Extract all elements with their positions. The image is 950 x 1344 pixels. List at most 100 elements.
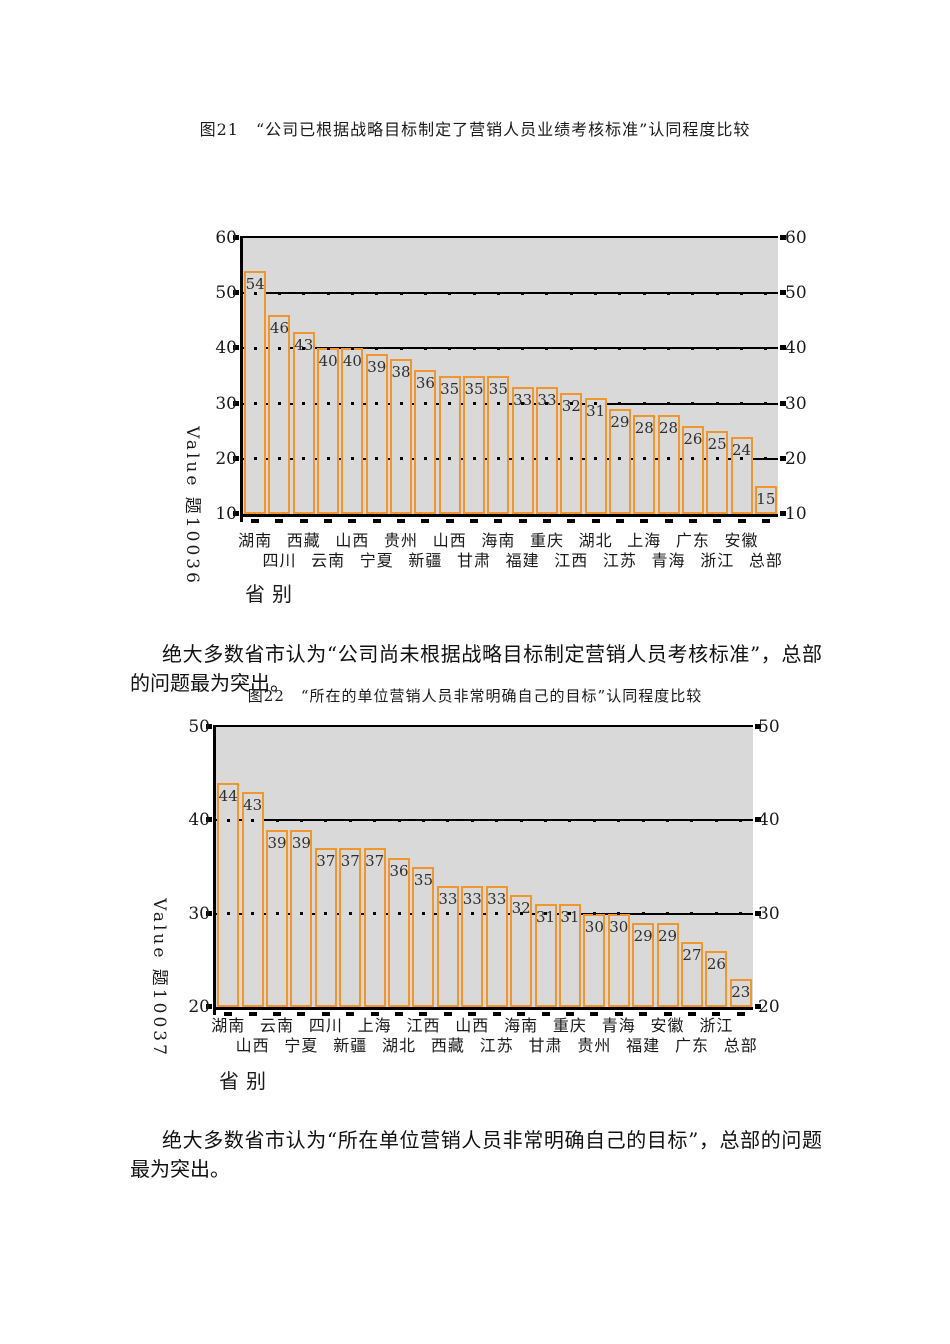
minor-tick-dot [470,912,474,916]
x-tick-mark [494,519,503,523]
minor-tick-dot [690,818,694,822]
x-axis-line [240,514,778,517]
minor-tick-dot [617,818,621,822]
minor-tick-dot [618,402,622,406]
x-tick-mark [639,1012,648,1016]
category-label: 福建 [505,551,540,570]
minor-tick-dot [667,402,671,406]
bar-value-label: 15 [756,490,776,509]
x-tick-mark [443,1012,452,1016]
category-label: 海南 [481,531,516,550]
x-tick-mark [736,1012,745,1016]
bar-value-label: 33 [487,889,507,908]
minor-tick-dot [302,457,306,461]
bar [244,271,267,514]
category-label: 宁夏 [359,551,394,570]
category-label: 山西 [335,531,370,550]
minor-tick-dot [226,912,230,916]
category-label: 湖北 [578,531,613,550]
y-tick-label-left: 40 [188,810,210,831]
y-tick-mark-right [780,290,786,296]
minor-tick-dot [740,346,744,350]
category-label: 青海 [651,551,686,570]
gridline [243,402,778,405]
minor-tick-dot [302,402,306,406]
bar [412,867,435,1007]
y-tick-mark-right [755,817,761,823]
minor-tick-dot [399,457,403,461]
category-label: 新疆 [408,551,443,570]
x-tick-mark [541,1012,550,1016]
bar-value-label: 35 [440,380,460,398]
bar [436,885,459,1007]
category-label: 山西 [235,1036,270,1055]
minor-tick-dot [226,818,230,822]
minor-tick-dot [275,912,279,916]
minor-tick-dot [253,346,257,350]
x-tick-mark [248,1012,257,1016]
minor-tick-dot [324,818,328,822]
x-tick-mark [565,1012,574,1016]
category-label: 甘肃 [528,1036,563,1055]
category-label: 浙江 [699,1016,734,1035]
minor-tick-dot [618,346,622,350]
category-label: 甘肃 [457,551,492,570]
x-tick-mark [687,1012,696,1016]
minor-tick-dot [641,912,645,916]
y-tick-label-right: 50 [785,283,807,304]
y-tick-mark-left [233,345,239,351]
gridline [243,457,778,460]
bar-value-label: 26 [683,429,703,448]
y-tick-mark-left [206,817,212,823]
minor-tick-dot [348,912,352,916]
y-tick-mark-right [780,400,786,406]
y-tick-mark-left [206,724,212,729]
bar [217,783,240,1007]
x-tick-mark [517,1012,526,1016]
minor-tick-dot [764,402,768,406]
bar-value-label: 30 [584,917,604,936]
minor-tick-dot [373,912,377,916]
x-tick-mark [275,519,284,523]
minor-tick-dot [714,912,718,916]
minor-tick-dot [764,457,768,461]
minor-tick-dot [350,346,354,350]
minor-tick-dot [521,457,525,461]
minor-tick-dot [326,346,330,350]
minor-tick-dot [448,457,452,461]
minor-tick-dot [399,402,403,406]
y-tick-mark-left [233,455,239,461]
minor-tick-dot [594,457,598,461]
minor-tick-dot [423,346,427,350]
category-label: 上海 [357,1016,392,1035]
category-label: 总部 [748,551,783,570]
category-label: 四川 [262,551,297,570]
minor-tick-dot [545,291,549,295]
bar-value-label: 35 [464,380,484,398]
bar [314,848,337,1007]
bar-value-label: 26 [706,955,726,973]
minor-tick-dot [641,818,645,822]
minor-tick-dot [714,818,718,822]
y-axis-title: Value 题10036 [182,426,202,586]
bar [754,486,777,514]
x-tick-mark [590,1012,599,1016]
bar-value-label: 29 [658,927,678,945]
minor-tick-dot [568,912,572,916]
y-tick-label-left: 50 [215,283,237,304]
bar [584,398,607,514]
minor-tick-dot [666,912,670,916]
minor-tick-dot [496,346,500,350]
figure-22-caption: 图22 “所在的单位营销人员非常明确自己的目标”认同程度比较 [247,687,703,705]
category-label: 广东 [674,1036,709,1055]
bar-value-label: 38 [391,363,411,382]
minor-tick-dot [569,402,573,406]
minor-tick-dot [350,291,354,295]
bar-value-label: 24 [731,440,752,459]
category-label: 安徽 [724,531,759,550]
bar [510,895,533,1007]
minor-tick-dot [642,346,646,350]
x-tick-mark [713,519,722,523]
bar-value-label: 23 [731,983,751,1001]
minor-tick-dot [667,346,671,350]
